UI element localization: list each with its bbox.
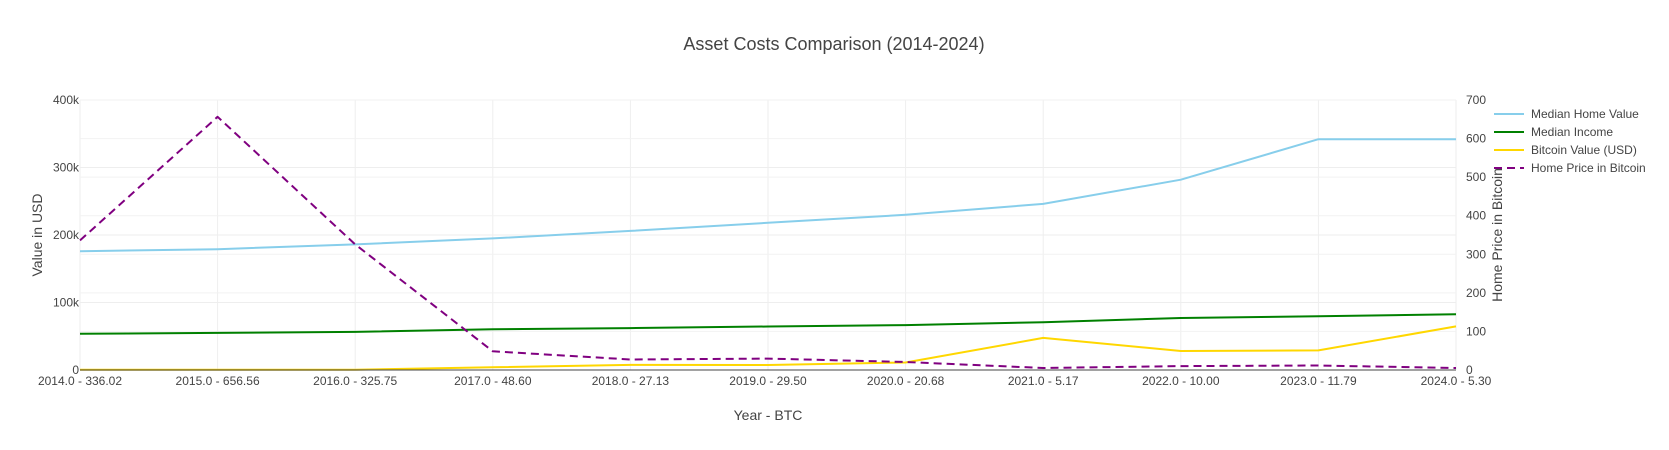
x-tick-label: 2024.0 - 5.30 bbox=[1421, 374, 1492, 388]
legend-label: Median Home Value bbox=[1531, 107, 1639, 121]
axis-layer: 2014.0 - 336.02 2015.0 - 656.56 2016.0 - 3… bbox=[38, 93, 1492, 388]
x-tick-label: 2016.0 - 325.75 bbox=[313, 374, 397, 388]
y-tick-label: 0 bbox=[72, 363, 79, 377]
y2-tick-label: 100 bbox=[1466, 324, 1486, 338]
chart-title: Asset Costs Comparison (2014-2024) bbox=[683, 34, 984, 54]
y-tick-label: 100k bbox=[53, 296, 80, 310]
x-tick-label: 2019.0 - 29.50 bbox=[729, 374, 807, 388]
y-tick-label: 200k bbox=[53, 228, 80, 242]
legend-label: Home Price in Bitcoin bbox=[1531, 161, 1646, 175]
legend-item-home-price-in-bitcoin[interactable]: Home Price in Bitcoin bbox=[1494, 161, 1646, 175]
x-tick-label: 2022.0 - 10.00 bbox=[1142, 374, 1220, 388]
y2-tick-label: 200 bbox=[1466, 286, 1486, 300]
y2-tick-label: 600 bbox=[1466, 132, 1486, 146]
legend[interactable]: Median Home Value Median Income Bitcoin Va… bbox=[1494, 107, 1646, 175]
grid-layer bbox=[79, 99, 1457, 370]
legend-label: Median Income bbox=[1531, 125, 1613, 139]
series-line-median-home-value bbox=[79, 138, 1456, 253]
series-line-median-income bbox=[79, 313, 1457, 335]
legend-item-median-home-value[interactable]: Median Home Value bbox=[1494, 107, 1639, 121]
y-tick-label: 400k bbox=[53, 93, 80, 107]
x-tick-label: 2018.0 - 27.13 bbox=[592, 374, 670, 388]
x-axis-label: Year - BTC bbox=[734, 407, 803, 423]
legend-item-median-income[interactable]: Median Income bbox=[1494, 125, 1613, 139]
legend-label: Bitcoin Value (USD) bbox=[1531, 143, 1637, 157]
y2-tick-label: 300 bbox=[1466, 247, 1486, 261]
legend-item-bitcoin-value-usd[interactable]: Bitcoin Value (USD) bbox=[1494, 143, 1637, 157]
x-tick-label: 2021.0 - 5.17 bbox=[1008, 374, 1079, 388]
x-tick-label: 2015.0 - 656.56 bbox=[176, 374, 260, 388]
series-line-home-price-in-bitcoin bbox=[79, 115, 1457, 369]
x-tick-label: 2023.0 - 11.79 bbox=[1280, 374, 1357, 388]
y2-tick-label: 0 bbox=[1466, 363, 1473, 377]
y2-tick-label: 500 bbox=[1466, 170, 1486, 184]
x-tick-label: 2014.0 - 336.02 bbox=[38, 374, 122, 388]
y2-axis-label: Home Price in Bitcoin bbox=[1489, 168, 1505, 302]
y2-tick-label: 400 bbox=[1466, 209, 1486, 223]
x-tick-label: 2020.0 - 20.68 bbox=[867, 374, 945, 388]
y2-tick-label: 700 bbox=[1466, 93, 1486, 107]
y-axis-label: Value in USD bbox=[29, 193, 45, 276]
y-tick-label: 300k bbox=[53, 161, 80, 175]
x-tick-label: 2017.0 - 48.60 bbox=[454, 374, 532, 388]
